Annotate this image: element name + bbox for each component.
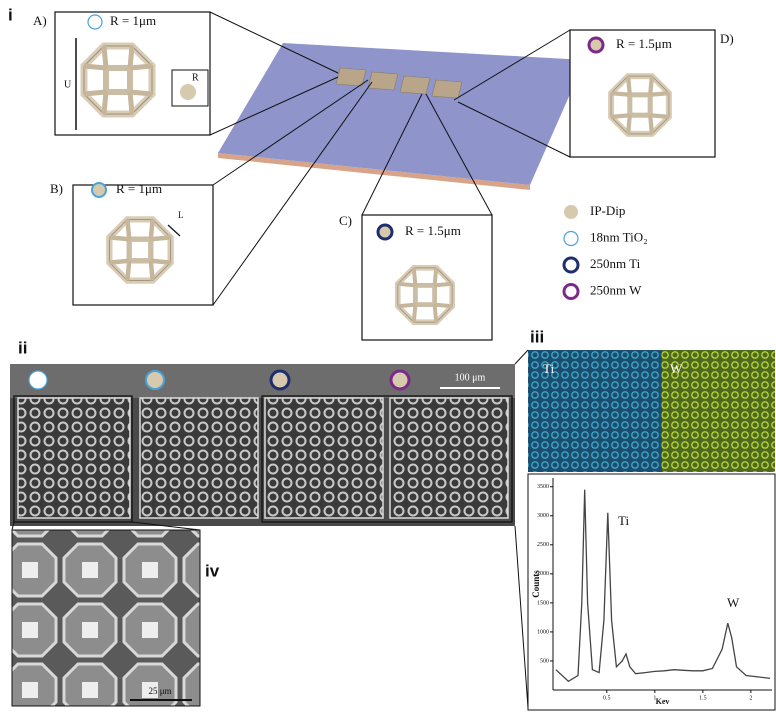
substrate [218,43,585,185]
lattice-strut [109,261,129,263]
inset-letter: D) [720,31,734,46]
lattice-block [432,80,462,98]
sem-zoom-image [12,530,200,706]
legend-label: 18nm TiO₂ [590,229,648,244]
dimension-label: U [64,79,72,90]
lattice-strut [435,284,453,286]
lattice-strut [127,261,129,281]
lattice-strut [127,219,129,239]
lattice-strut [650,115,652,134]
y-tick-label: 500 [540,658,549,664]
lattice-strut [628,115,630,134]
legend-label: 250nm W [590,282,642,297]
inset-letter: B) [50,181,63,196]
lattice-block [336,68,366,86]
legend-swatch [564,232,578,246]
lattice-strut [104,46,106,68]
y-tick-label: 1000 [537,629,549,635]
coating-icon [271,371,289,389]
legend-swatch [564,205,578,219]
figure: i ii iii iv A) R = 1μm B) R = 1μm C) R = 1.5μ… [0,0,776,713]
lattice-strut [435,305,437,323]
lattice-strut [628,76,630,95]
inset-letter: A) [33,13,47,28]
coating-icon [29,371,47,389]
map-label: Ti [543,361,554,376]
coating-icon [391,371,409,389]
x-axis-label: Kev [656,697,670,706]
lattice-array [140,398,258,518]
x-tick-label: 2 [749,695,752,701]
radius-label: R = 1.5μm [616,36,672,51]
scale-bar-label: 100 μm [455,372,486,383]
lattice-strut [109,237,129,239]
lattice-strut [130,92,152,94]
lattice-strut [650,76,652,95]
lattice-array [18,398,130,518]
inset-frame [73,185,213,305]
lattice-array [390,398,508,518]
coating-icon [378,225,392,239]
lattice-strut [151,219,153,239]
peak-annotation: Ti [618,513,629,528]
lattice-strut [130,66,152,68]
radius-label: R = 1.5μm [405,223,461,238]
radius-label: R = 1μm [116,181,162,196]
dimension-label: L [178,210,184,220]
lattice-strut [130,46,132,68]
lattice-strut [414,305,416,323]
y-tick-label: 3500 [537,484,549,490]
dimension-label: R [192,72,199,83]
lattice-strut [398,284,416,286]
y-tick-label: 2500 [537,542,549,548]
coating-icon [88,15,102,29]
x-tick-label: 0.5 [603,695,611,701]
panel-label: iv [205,561,220,580]
legend-label: IP-Dip [590,203,625,218]
scale-bar-label: 25 μm [148,686,171,696]
panel-label: iii [530,327,544,346]
legend-label: 250nm Ti [590,256,641,271]
sem-image-sky [10,364,515,398]
lattice-strut [414,268,416,286]
lattice-block [368,72,398,90]
inset-letter: C) [339,213,352,228]
lattice-strut [130,92,132,114]
connector-line [515,350,528,364]
lattice-strut [435,268,437,286]
coating-icon [146,371,164,389]
lattice-strut [650,115,669,117]
legend-swatch [564,285,578,299]
lattice-strut [104,92,106,114]
lattice-strut [151,237,171,239]
lattice-array [265,398,383,518]
lattice-strut [611,93,630,95]
legend-swatch [564,258,578,272]
panel-label: i [8,5,13,24]
lattice-strut [435,305,453,307]
y-axis-label: Counts [531,570,541,598]
page: Figure {"panel_i": {"label": "i", "inset… [0,0,776,713]
lattice-strut [84,66,106,68]
peak-annotation: W [727,595,740,610]
lattice-strut [650,93,669,95]
lattice-strut [151,261,171,263]
map-label: W [670,361,683,376]
lattice-strut [398,305,416,307]
x-tick-label: 1.5 [699,695,707,701]
connector-line [515,526,528,708]
y-tick-label: 1500 [537,600,549,606]
panel-label: ii [18,338,27,357]
lattice-strut [611,115,630,117]
lattice-block [400,76,430,94]
coating-icon [92,183,106,197]
chart-frame [528,474,775,710]
body: i ii iii iv A) R = 1μm B) R = 1μm C) R = 1.5μ… [0,0,776,713]
radius-label: R = 1μm [110,13,156,28]
lattice-strut [151,261,153,281]
lattice-strut [84,92,106,94]
coating-icon [589,38,603,52]
y-tick-label: 3000 [537,513,549,519]
strut-section [180,84,196,100]
